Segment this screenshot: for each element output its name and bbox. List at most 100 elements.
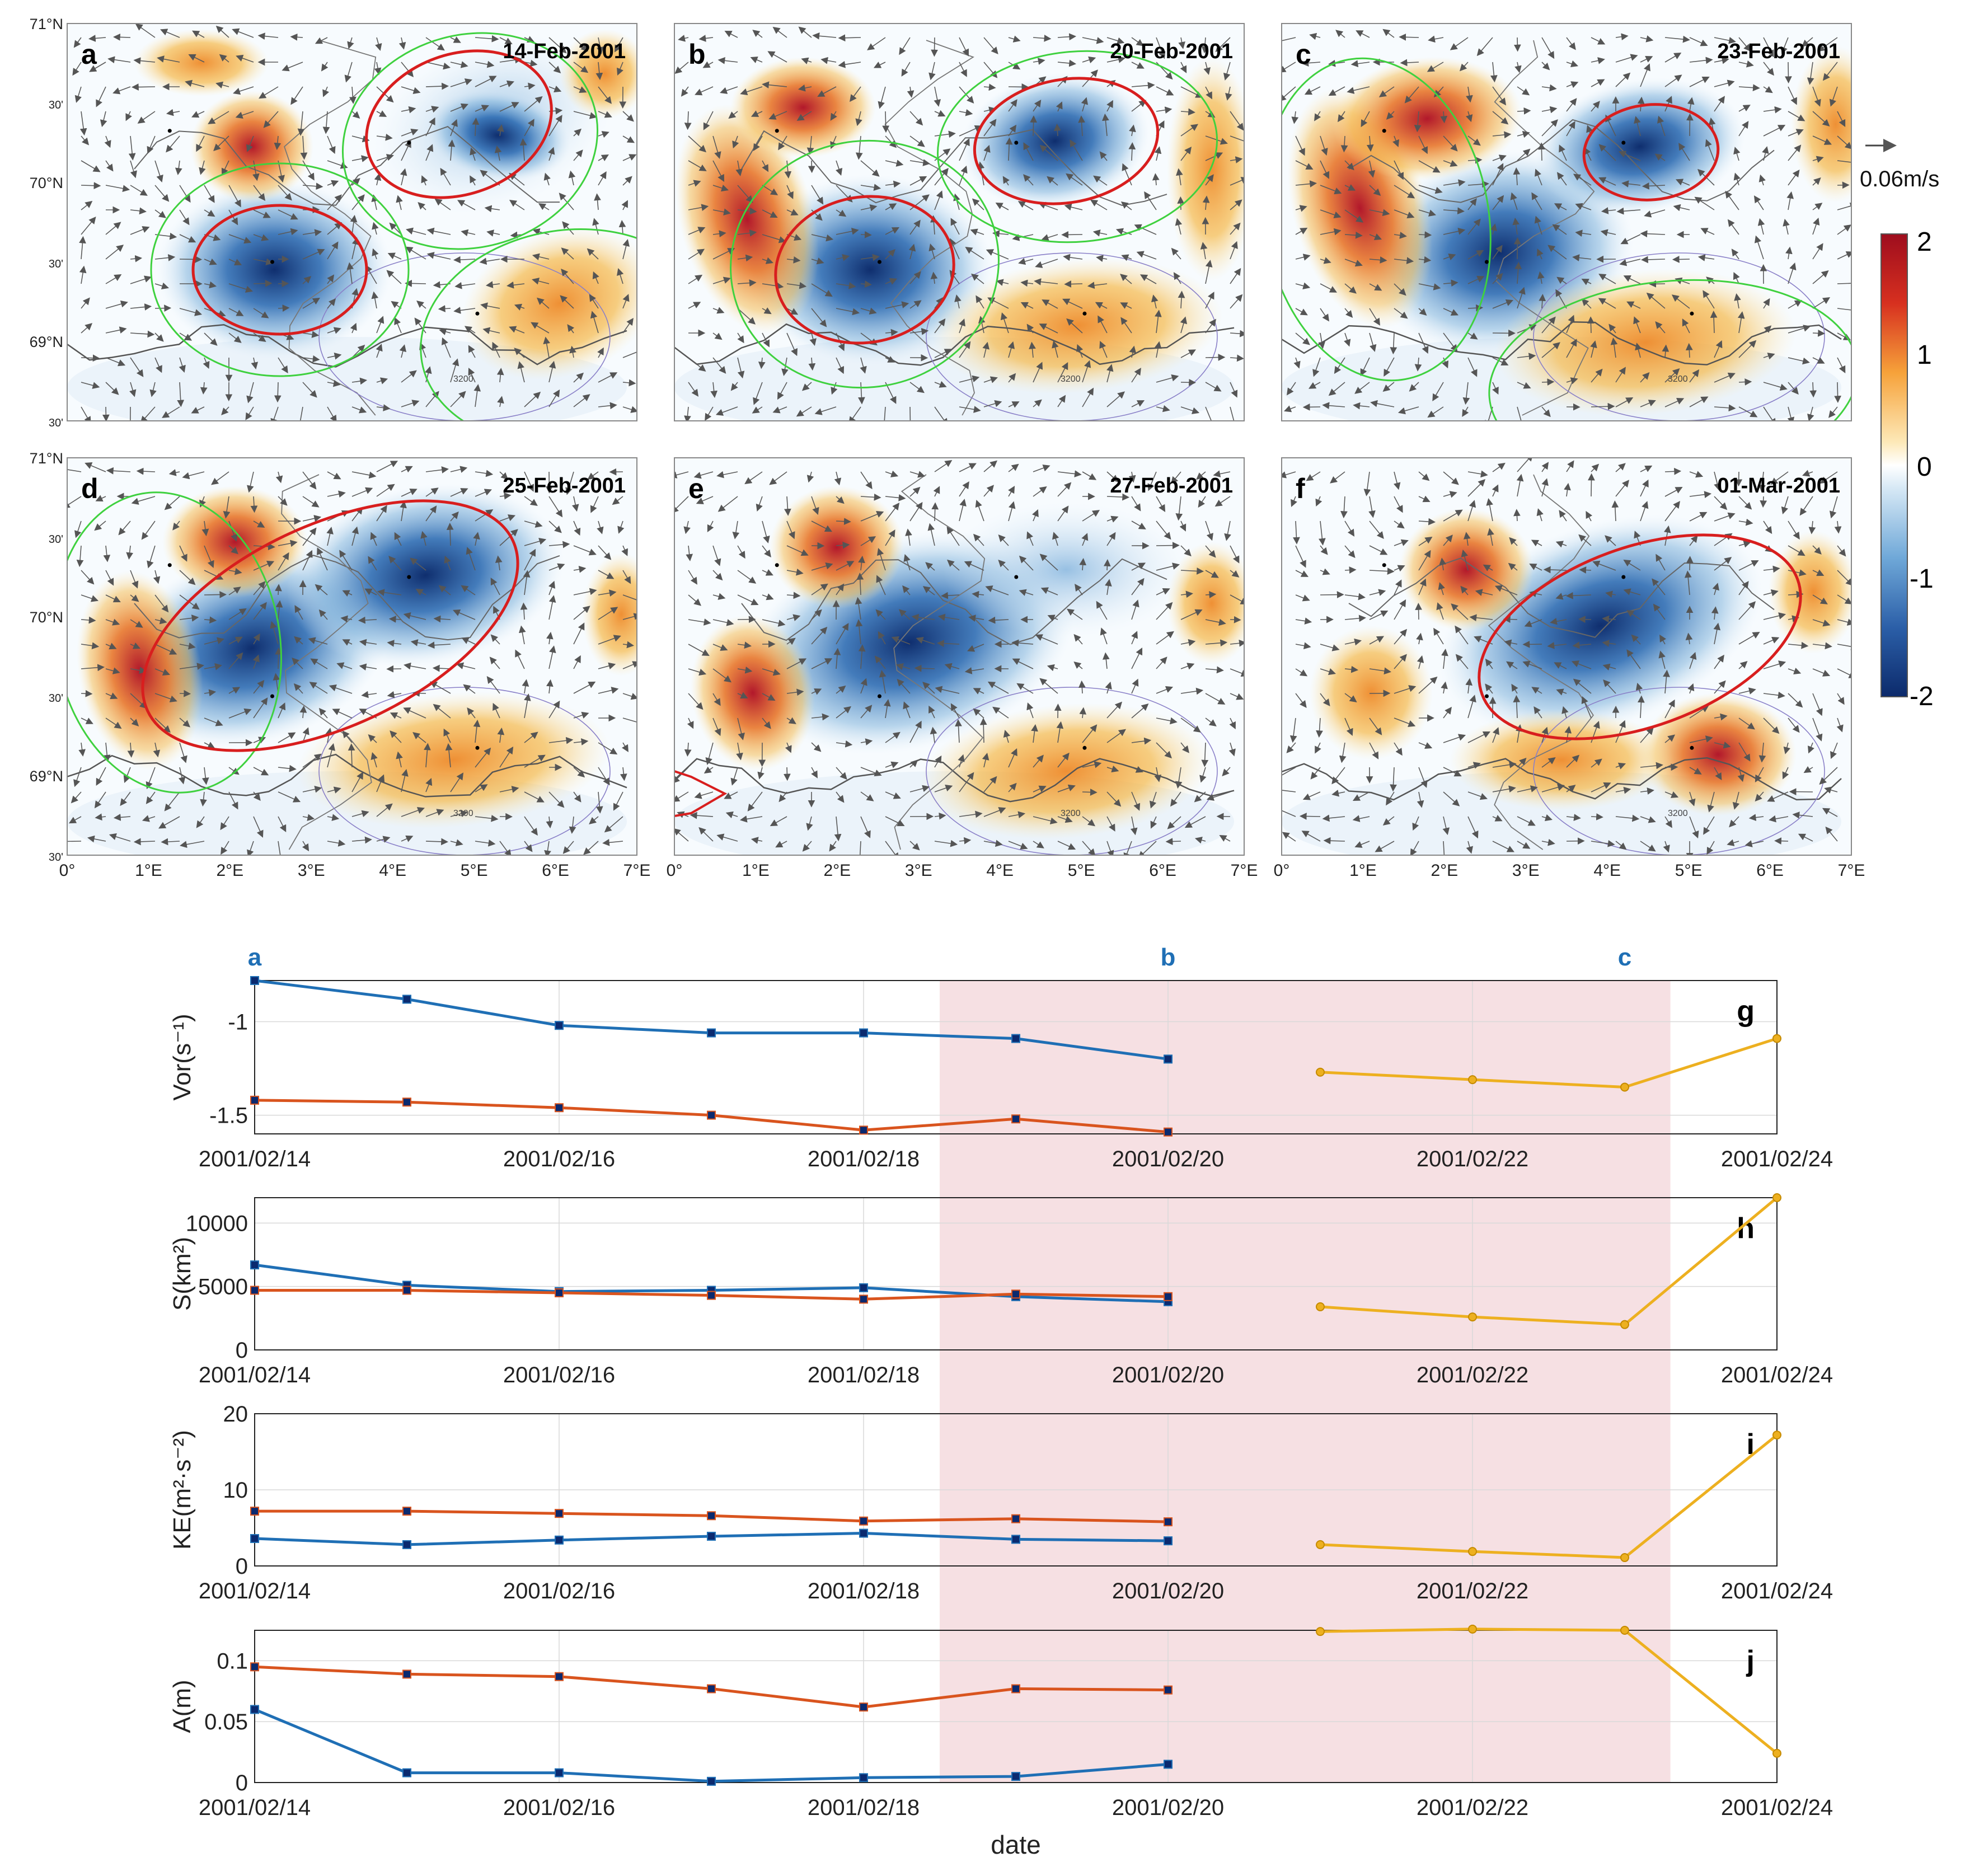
velocity-vector — [1033, 99, 1042, 112]
velocity-vector — [1018, 257, 1034, 265]
vorticity-blob — [1167, 57, 1244, 281]
velocity-vector — [1152, 173, 1160, 186]
velocity-vector — [695, 86, 714, 96]
vorticity-blob — [1310, 626, 1433, 760]
colorbar-tick: 1 — [1917, 340, 1932, 370]
velocity-vector — [453, 256, 476, 264]
velocity-vector — [204, 209, 215, 217]
velocity-vector — [204, 332, 218, 346]
velocity-vector — [74, 86, 82, 103]
map-content: 3200 — [67, 458, 637, 855]
velocity-vector — [873, 62, 886, 68]
vector-scale: 0.06m/s — [1860, 139, 1939, 191]
velocity-vector — [440, 167, 451, 186]
velocity-vector — [594, 193, 601, 210]
x-tick-label: 2001/02/16 — [503, 1363, 615, 1387]
data-point-red — [707, 1110, 716, 1120]
velocity-vector — [934, 86, 941, 107]
velocity-vector — [959, 37, 969, 57]
velocity-vector — [105, 357, 126, 367]
velocity-vector — [598, 111, 612, 118]
longitude-label: 3°E — [905, 861, 932, 880]
velocity-vector — [622, 317, 634, 334]
velocity-vector — [762, 160, 769, 172]
velocity-vector — [548, 37, 567, 54]
velocity-vector — [179, 690, 191, 697]
velocity-vector — [1102, 113, 1109, 137]
velocity-vector — [302, 182, 323, 190]
eddy-outer-contour — [150, 162, 410, 377]
panel-letter: f — [1296, 473, 1305, 504]
velocity-vector — [297, 111, 305, 136]
velocity-vector — [786, 185, 794, 199]
velocity-vector — [253, 332, 266, 343]
data-point-red — [402, 1669, 411, 1679]
velocity-vector — [1203, 62, 1211, 75]
velocity-vector — [149, 382, 157, 397]
velocity-vector — [1180, 124, 1199, 137]
velocity-vector — [850, 86, 861, 102]
velocity-vector — [464, 326, 476, 334]
velocity-vector — [992, 230, 1009, 237]
vector-scale-label: 0.06m/s — [1860, 167, 1939, 191]
velocity-vector — [762, 234, 786, 243]
velocity-vector — [560, 295, 574, 309]
velocity-vector — [401, 106, 416, 114]
velocity-vector — [166, 109, 180, 116]
velocity-vector — [1106, 37, 1125, 44]
velocity-vector — [236, 54, 254, 63]
velocity-vector — [252, 160, 260, 181]
velocity-vector — [860, 204, 878, 212]
velocity-vector — [688, 274, 703, 284]
velocity-vector — [688, 204, 709, 212]
velocity-vector — [970, 273, 984, 284]
data-point-blue — [707, 1776, 716, 1786]
velocity-vector — [573, 149, 583, 161]
velocity-vector — [480, 302, 500, 309]
velocity-vector — [519, 138, 527, 161]
velocity-vector — [448, 139, 456, 161]
longitude-label: 3°E — [1512, 861, 1540, 880]
data-point-yellow — [1772, 1193, 1781, 1202]
velocity-vector — [253, 308, 269, 318]
velocity-vector — [983, 119, 997, 137]
longitude-label: 5°E — [1068, 861, 1095, 880]
velocity-vector — [405, 280, 426, 287]
velocity-vector — [179, 357, 186, 373]
eddy-center-dot — [1082, 745, 1087, 750]
velocity-vector — [838, 60, 861, 68]
velocity-vector — [228, 283, 253, 293]
velocity-vector — [1785, 62, 1792, 84]
eddy-center-dot — [775, 129, 779, 133]
data-point-red — [707, 1291, 716, 1300]
velocity-vector — [622, 111, 634, 122]
velocity-vector — [786, 282, 807, 289]
velocity-vector — [1156, 37, 1166, 59]
velocity-vector — [836, 282, 856, 289]
velocity-vector — [327, 180, 339, 187]
data-point-red — [250, 1286, 259, 1295]
velocity-vector — [290, 86, 303, 105]
velocity-vector — [246, 135, 254, 152]
velocity-vector — [344, 62, 353, 83]
velocity-vector — [263, 111, 279, 128]
velocity-vector — [418, 201, 426, 210]
velocity-vector — [157, 55, 180, 63]
longitude-label: 7°E — [1231, 861, 1258, 880]
velocity-vector — [950, 218, 960, 235]
velocity-vector — [365, 265, 377, 284]
velocity-vector — [786, 308, 799, 315]
velocity-vector — [406, 227, 426, 235]
velocity-vector — [1171, 247, 1181, 260]
velocity-vector — [717, 57, 738, 64]
velocity-vector — [191, 111, 205, 118]
velocity-vector — [204, 185, 215, 203]
velocity-vector — [192, 30, 205, 38]
velocity-vector — [1136, 251, 1157, 260]
velocity-vector — [514, 348, 525, 358]
data-point-yellow — [1772, 1431, 1781, 1440]
velocity-vector — [928, 243, 936, 260]
velocity-vector — [1588, 473, 1595, 497]
velocity-vector — [860, 184, 881, 191]
